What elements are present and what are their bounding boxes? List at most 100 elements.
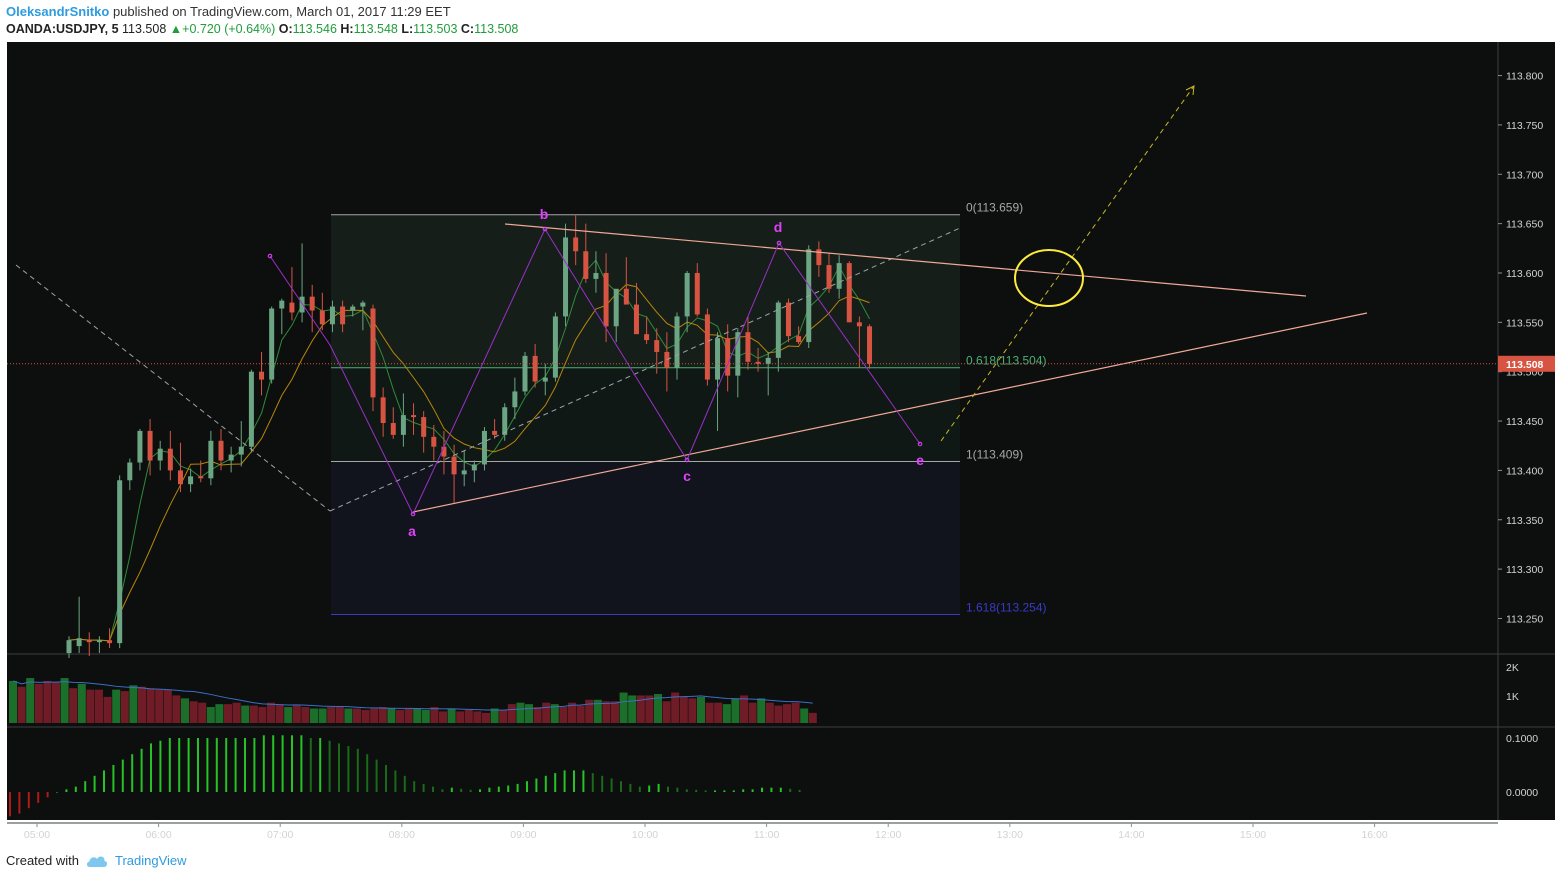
publish-info: OleksandrSnitko published on TradingView… (6, 4, 451, 19)
candle-body (66, 640, 72, 654)
volume-bar (705, 702, 714, 723)
oscillator-bar (403, 775, 406, 792)
oscillator-bar (37, 792, 40, 803)
published-text: published on TradingView.com, March 01, … (112, 4, 451, 19)
volume-bar (525, 704, 533, 723)
fib-zone (331, 461, 960, 615)
volume-bar (9, 680, 17, 723)
candle-body (421, 417, 427, 437)
oscillator-bar (798, 789, 801, 792)
volume-bar (318, 708, 327, 723)
wave-label-b: b (540, 206, 549, 222)
up-arrow-icon: ▲ (169, 22, 183, 36)
oscillator-bar (140, 748, 143, 792)
created-with-text: Created with (6, 853, 79, 868)
volume-bar (783, 704, 791, 723)
volume-bar (602, 701, 611, 723)
oscillator-bar (685, 789, 688, 792)
time-tick-label: 08:00 (389, 829, 415, 841)
oscillator-bar (761, 787, 763, 792)
candle-body (360, 302, 366, 307)
oscillator-bar (385, 765, 387, 792)
volume-bar (748, 702, 757, 723)
volume-bar (396, 709, 404, 723)
oscillator-bar (770, 787, 773, 792)
oscillator-bar (620, 781, 622, 792)
candle-body (623, 288, 629, 305)
volume-bar (120, 691, 129, 723)
volume-bar (611, 701, 619, 723)
time-tick-label: 07:00 (267, 829, 293, 841)
price-tick-label: 113.650 (1506, 219, 1543, 231)
volume-bar (731, 698, 740, 723)
fib-level-label: 1(113.409) (966, 448, 1023, 462)
time-tick-label: 12:00 (875, 829, 901, 841)
tradingview-link[interactable]: TradingView (85, 853, 187, 868)
volume-bar (69, 688, 78, 723)
oscillator-bar (469, 789, 472, 792)
tradingview-brand: TradingView (114, 853, 187, 868)
oscillator-bar (742, 789, 745, 792)
candle-body (694, 272, 700, 315)
volume-bar (95, 689, 103, 723)
volume-bar (310, 708, 318, 723)
price-tick-label: 113.350 (1506, 515, 1543, 527)
volume-moving-average (12, 680, 813, 711)
candle-body (512, 391, 518, 408)
oscillator-bar (667, 786, 669, 792)
volume-bar (542, 702, 551, 723)
volume-bar (421, 709, 430, 723)
time-tick-label: 13:00 (997, 829, 1023, 841)
volume-bar (387, 708, 396, 723)
fib-level-label: 0.618(113.504) (966, 354, 1047, 368)
high-label: H: (340, 22, 354, 36)
wave-label-e: e (916, 452, 924, 468)
volume-bar (473, 711, 482, 723)
candle-body (684, 272, 690, 317)
price-axis-bg (1498, 42, 1555, 820)
fib-level-label: 0(113.659) (966, 201, 1023, 215)
candle-body (279, 300, 285, 309)
high-value: 113.548 (353, 22, 398, 36)
drawings-layer[interactable]: a b c d e (15, 85, 1368, 539)
oscillator-bar (751, 789, 754, 792)
author-name[interactable]: OleksandrSnitko (6, 4, 110, 19)
oscillator-bar (18, 792, 21, 814)
volume-bar (267, 702, 275, 723)
oscillator-bar (253, 738, 256, 792)
wave-point (917, 441, 923, 447)
projection-arrow-icon (1185, 85, 1195, 96)
oscillator-bar (300, 735, 303, 792)
oscillator-bar (554, 773, 557, 792)
oscillator-bar (497, 786, 500, 792)
price-change: +0.720 (+0.64%) (182, 22, 276, 36)
volume-bar (499, 709, 508, 723)
volume-bar (654, 694, 662, 723)
candle-body (654, 340, 660, 352)
oscillator-bar (441, 789, 444, 792)
price-chart[interactable]: 0(113.659) 0.618(113.504) 1(113.409) 1.618(… (0, 42, 1555, 850)
oscillator-bar (544, 775, 547, 792)
candle-body (715, 338, 721, 380)
volume-bar (714, 702, 723, 723)
oscillator-bar (206, 738, 209, 792)
volume-bar (34, 683, 43, 723)
candle-body (471, 464, 477, 471)
volume-bar (413, 708, 422, 723)
time-axis[interactable]: 05:00 06:00 07:00 08:00 09:00 10:00 11:00 12:00… (24, 823, 1388, 841)
candle-body (319, 310, 325, 325)
oscillator-bar (432, 786, 434, 792)
candle-body (309, 296, 315, 311)
volume-bar (215, 704, 224, 723)
candle-body (198, 476, 204, 479)
volume-bar (86, 689, 95, 723)
candle-body (390, 423, 396, 435)
low-label: L: (401, 22, 414, 36)
candle-body (644, 334, 650, 341)
oscillator-bar (450, 787, 453, 792)
candle-body (370, 308, 376, 398)
candle-body (836, 263, 842, 289)
price-axis[interactable]: 113.250 113.300 113.350 113.400 113.450 113.5… (7, 71, 1555, 799)
candle-body (613, 288, 619, 327)
candle-body (451, 456, 457, 475)
